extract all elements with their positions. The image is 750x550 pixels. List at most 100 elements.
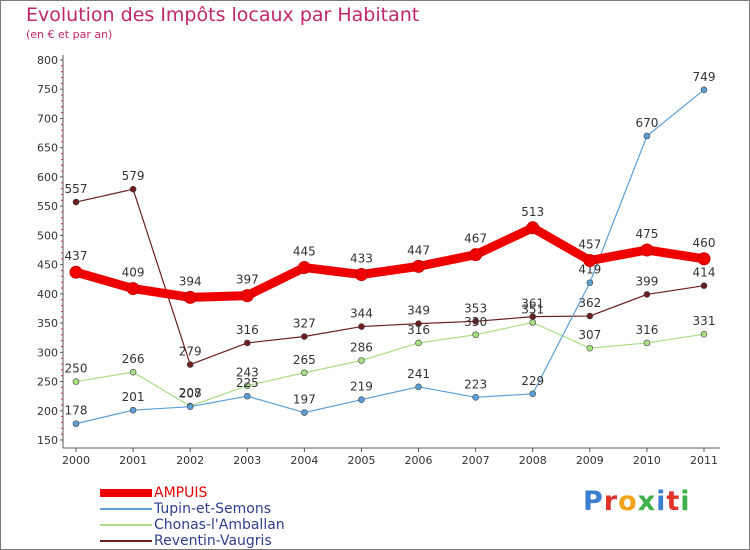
y-tick-label: 300	[37, 346, 58, 359]
data-label: 344	[350, 307, 373, 321]
chart-title: Evolution des Impôts locaux par Habitant	[26, 4, 420, 26]
x-tick-label: 2006	[405, 454, 433, 467]
x-tick-label: 2008	[519, 454, 547, 467]
data-point	[586, 344, 594, 352]
y-tick-label: 150	[37, 434, 58, 447]
data-point	[643, 339, 651, 347]
data-label: 749	[693, 70, 716, 84]
data-label: 557	[65, 182, 88, 196]
data-label: 460	[693, 236, 716, 250]
data-label: 467	[464, 232, 487, 246]
data-point	[129, 368, 137, 376]
data-label: 197	[293, 393, 316, 407]
data-point	[469, 248, 483, 262]
data-label: 447	[407, 243, 430, 257]
data-label: 265	[293, 353, 316, 367]
data-label: 250	[65, 362, 88, 376]
data-label: 351	[521, 302, 544, 316]
data-point	[697, 252, 711, 266]
data-label: 394	[179, 274, 202, 288]
proxiti-logo: Proxiti	[583, 486, 691, 517]
data-label: 286	[350, 340, 373, 354]
data-point	[126, 282, 140, 296]
data-point	[243, 382, 251, 389]
data-point	[472, 318, 479, 325]
data-label: 225	[236, 376, 259, 390]
data-label: 670	[635, 116, 658, 130]
logo-letter: i	[680, 486, 691, 517]
data-point	[700, 282, 708, 289]
x-tick-label: 2010	[633, 454, 661, 467]
data-point	[472, 331, 479, 339]
data-point	[700, 86, 708, 94]
data-point	[297, 261, 311, 275]
data-label: 223	[464, 377, 487, 391]
y-tick-label: 250	[37, 376, 58, 389]
data-label: 353	[464, 301, 487, 315]
y-tick-label: 350	[37, 317, 58, 330]
data-label: 437	[65, 249, 88, 263]
data-label: 219	[350, 380, 373, 394]
data-label: 327	[293, 317, 316, 331]
x-tick-label: 2002	[176, 454, 204, 467]
legend-label: Reventin-Vaugris	[154, 533, 272, 549]
data-point	[301, 409, 308, 416]
data-point	[358, 396, 365, 403]
data-label: 201	[122, 390, 145, 404]
data-label: 331	[693, 314, 716, 328]
legend-swatch	[100, 508, 152, 510]
data-point	[186, 403, 194, 410]
x-tick-label: 2004	[290, 454, 318, 467]
data-point	[415, 339, 422, 347]
data-label: 178	[65, 404, 88, 418]
data-point	[301, 333, 308, 340]
data-point	[301, 369, 308, 377]
legend-label: Chonas-l'Amballan	[154, 517, 285, 533]
y-tick-label: 200	[37, 405, 58, 418]
data-label: 229	[521, 374, 544, 388]
data-point	[586, 312, 594, 320]
y-tick-label: 550	[37, 200, 58, 213]
data-label: 399	[635, 274, 658, 288]
data-label: 207	[179, 387, 202, 401]
data-label: 349	[407, 304, 430, 318]
logo-letter: x	[637, 486, 657, 517]
x-tick-label: 2009	[576, 454, 604, 467]
legend-label: AMPUIS	[154, 485, 208, 501]
data-point	[583, 254, 597, 268]
data-point	[526, 221, 540, 235]
data-label: 307	[578, 328, 601, 342]
y-tick-label: 650	[37, 142, 58, 155]
data-point	[72, 420, 80, 427]
data-point	[412, 259, 426, 273]
logo-letter: i	[656, 486, 667, 517]
x-tick-label: 2007	[462, 454, 490, 467]
logo-letter: r	[603, 486, 619, 517]
data-point	[640, 243, 654, 257]
data-label: 208	[179, 386, 202, 400]
data-label: 397	[236, 273, 259, 287]
data-point	[643, 132, 651, 140]
series-line-reventin-vaugris	[75, 188, 705, 366]
data-point	[72, 198, 80, 206]
data-label: 316	[407, 323, 430, 337]
logo-letter: P	[583, 486, 604, 517]
data-label: 330	[464, 315, 487, 329]
data-label: 414	[693, 266, 716, 280]
data-point	[129, 406, 137, 414]
data-point	[358, 357, 365, 364]
y-tick-label: 800	[37, 54, 58, 67]
data-label: 243	[236, 366, 259, 380]
data-point	[72, 378, 80, 385]
data-point	[354, 268, 368, 282]
data-label: 361	[521, 297, 544, 311]
data-label: 513	[521, 205, 544, 219]
data-label: 279	[179, 345, 202, 359]
y-tick-label: 450	[37, 259, 58, 272]
data-point	[586, 279, 594, 287]
data-point	[529, 319, 537, 326]
y-tick-label: 700	[37, 112, 58, 125]
x-tick-label: 2003	[233, 454, 261, 467]
data-label: 316	[635, 323, 658, 337]
